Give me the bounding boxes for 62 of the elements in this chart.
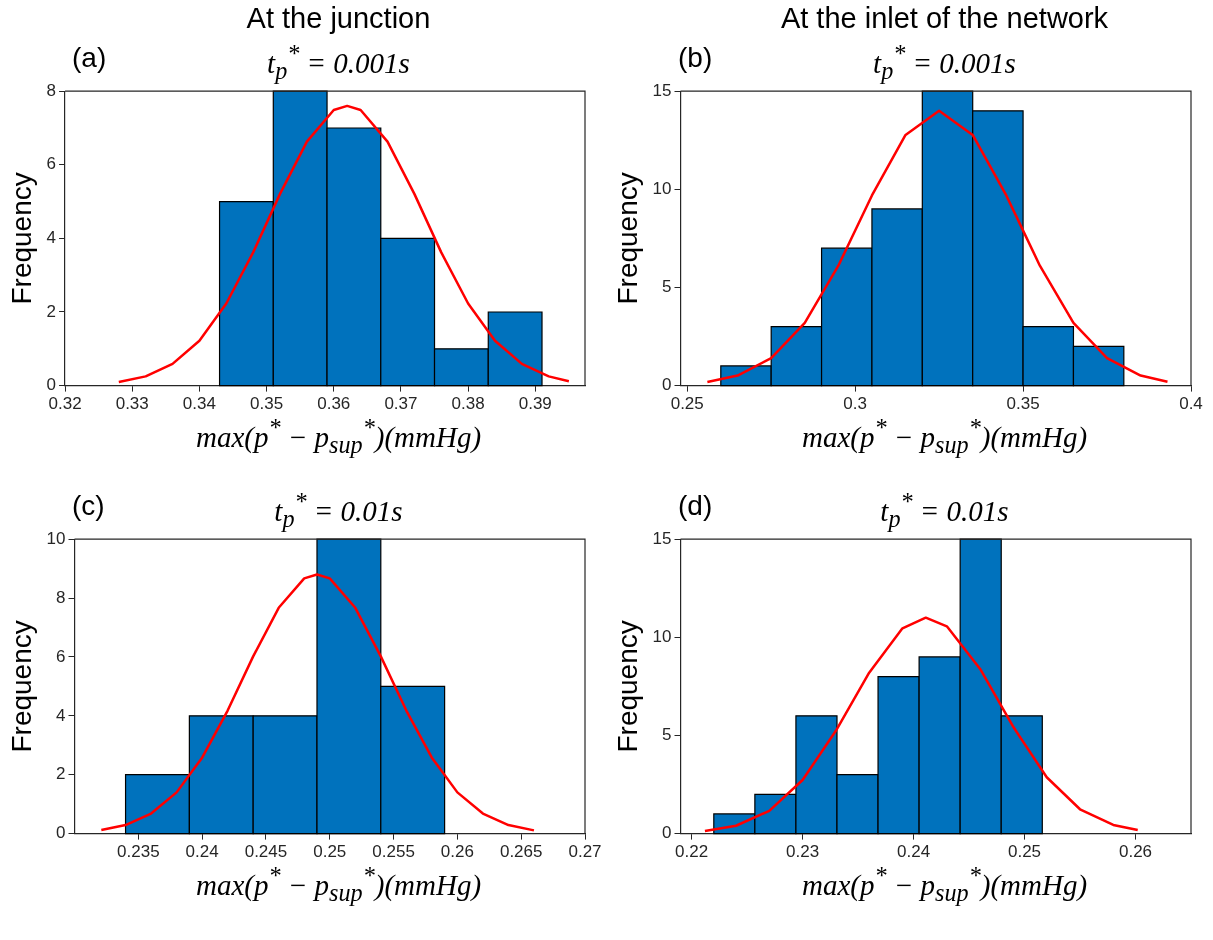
x-tick-label: 0.22: [675, 842, 709, 862]
x-tick-label: 0.26: [440, 842, 474, 862]
x-axis-title: max(p$^{*}$ − p$_{sup}$$^{*}$)(mmHg): [800, 414, 1089, 460]
y-axis-title: Frequency: [611, 620, 643, 753]
x-tick-label: 0.37: [384, 394, 418, 414]
x-tick-label: 0.26: [1118, 842, 1153, 862]
x-tick-label: 0.3: [843, 394, 867, 414]
x-axis-title: max(p$^{*}$ − p$_{sup}$$^{*}$)(mmHg): [194, 414, 483, 460]
y-tick-label: 0: [662, 375, 672, 395]
chart-title: At the junction: [245, 2, 432, 35]
x-tick-label: 0.4: [1179, 394, 1203, 414]
y-axis-title: Frequency: [611, 172, 643, 305]
y-tick-label: 15: [652, 528, 672, 548]
x-tick-label: 0.27: [568, 842, 602, 862]
text: (a): [72, 42, 107, 74]
x-tick-label: 0.35: [1006, 394, 1040, 414]
x-tick-label: 0.23: [786, 842, 820, 862]
x-tick-label: 0.36: [317, 394, 351, 414]
y-tick-label: 10: [46, 528, 66, 548]
y-tick-label: 5: [662, 277, 672, 297]
x-tick-label: 0.24: [897, 842, 931, 862]
y-tick-label: 4: [56, 705, 66, 725]
y-tick-label: 2: [46, 301, 57, 321]
x-tick-label: 0.34: [182, 394, 216, 414]
x-tick-label: 0.245: [244, 842, 288, 862]
y-axis-title: Frequency: [5, 620, 37, 753]
x-tick-label: 0.33: [115, 394, 149, 414]
x-tick-label: 0.35: [250, 394, 284, 414]
y-tick-label: 8: [46, 80, 57, 100]
y-tick-label: 10: [652, 627, 672, 647]
x-tick-label: 0.235: [117, 842, 160, 862]
x-tick-label: 0.25: [1007, 842, 1042, 862]
x-axis-title: max(p$^{*}$ − p$_{sup}$$^{*}$)(mmHg): [800, 862, 1089, 908]
chart-subtitle: t$_{p}$$^{*}$ = 0.001s: [873, 40, 1016, 85]
text: (c): [72, 490, 105, 522]
text: (d): [678, 490, 713, 522]
y-axis-title: Frequency: [5, 172, 37, 305]
x-tick-label: 0.25: [670, 394, 704, 414]
x-tick-label: 0.32: [48, 394, 82, 414]
x-tick-label: 0.38: [451, 394, 485, 414]
chart-subtitle: t$_{p}$$^{*}$ = 0.01s: [880, 488, 1009, 533]
x-axis-title: max(p$^{*}$ − p$_{sup}$$^{*}$)(mmHg): [194, 862, 483, 908]
chart-subtitle: t$_{p}$$^{*}$ = 0.001s: [267, 40, 410, 85]
y-tick-label: 15: [652, 80, 672, 100]
y-tick-label: 2: [56, 764, 66, 784]
x-tick-label: 0.24: [185, 842, 219, 862]
x-tick-label: 0.25: [313, 842, 347, 862]
chart-title: At the inlet of the network: [779, 2, 1110, 35]
chart-subtitle: t$_{p}$$^{*}$ = 0.01s: [274, 488, 403, 533]
x-tick-label: 0.255: [372, 842, 415, 862]
text: (b): [678, 42, 713, 74]
y-tick-label: 6: [56, 646, 66, 666]
y-tick-label: 0: [662, 823, 672, 843]
y-tick-label: 8: [56, 587, 66, 607]
y-tick-label: 0: [46, 375, 57, 395]
y-tick-label: 0: [56, 823, 66, 843]
y-tick-label: 6: [46, 154, 57, 174]
y-tick-label: 4: [46, 228, 57, 248]
y-tick-label: 10: [652, 179, 672, 199]
x-tick-label: 0.39: [518, 394, 552, 414]
y-tick-label: 5: [662, 725, 672, 745]
x-tick-label: 0.265: [499, 842, 543, 862]
